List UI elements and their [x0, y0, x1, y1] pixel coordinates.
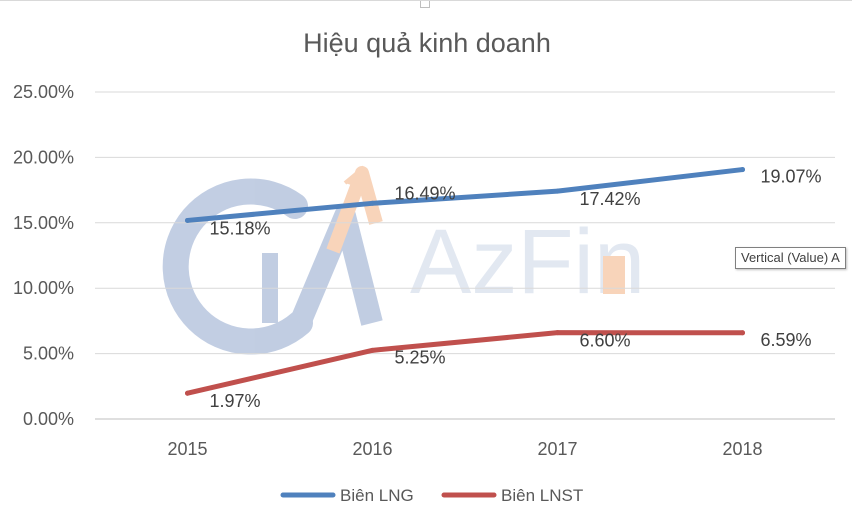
- y-tick-label[interactable]: 25.00%: [13, 82, 74, 102]
- data-point[interactable]: [555, 188, 560, 194]
- y-tick-label[interactable]: 10.00%: [13, 278, 74, 298]
- series-line-bien-lnst[interactable]: [185, 330, 745, 396]
- data-labels[interactable]: 15.18% 16.49% 17.42% 19.07% 1.97% 5.25% 6.60% 6…: [210, 167, 822, 412]
- data-label[interactable]: 5.25%: [395, 347, 446, 367]
- x-tick-label[interactable]: 2017: [537, 439, 577, 459]
- data-label[interactable]: 17.42%: [580, 189, 641, 209]
- data-label[interactable]: 16.49%: [395, 183, 456, 203]
- azfin-watermark-logo: AzFin: [162, 165, 645, 355]
- data-label[interactable]: 15.18%: [210, 218, 271, 238]
- x-tick-label[interactable]: 2018: [722, 439, 762, 459]
- x-tick-label[interactable]: 2015: [167, 439, 207, 459]
- y-tick-label[interactable]: 20.00%: [13, 147, 74, 167]
- data-point[interactable]: [555, 330, 560, 336]
- y-tick-label[interactable]: 0.00%: [23, 409, 74, 429]
- data-point[interactable]: [740, 330, 745, 336]
- x-tick-label[interactable]: 2016: [352, 439, 392, 459]
- data-label[interactable]: 6.60%: [580, 331, 631, 351]
- data-point[interactable]: [185, 217, 190, 223]
- series-line-bien-lng[interactable]: [185, 167, 745, 223]
- gridlines: [95, 91, 835, 420]
- y-tick-label[interactable]: 15.00%: [13, 213, 74, 233]
- data-point[interactable]: [370, 347, 375, 353]
- chart-title[interactable]: Hiệu quả kinh doanh: [303, 28, 551, 58]
- legend[interactable]: Biên LNG Biên LNST: [280, 486, 583, 505]
- data-label[interactable]: 19.07%: [761, 167, 822, 187]
- data-point[interactable]: [370, 200, 375, 206]
- legend-label[interactable]: Biên LNG: [340, 486, 414, 505]
- data-point[interactable]: [185, 390, 190, 396]
- data-point[interactable]: [740, 167, 745, 173]
- chart-resize-handle[interactable]: [420, 1, 430, 8]
- x-axis[interactable]: 2015 2016 2017 2018: [167, 439, 762, 459]
- data-label[interactable]: 1.97%: [210, 391, 261, 411]
- legend-label[interactable]: Biên LNST: [501, 486, 583, 505]
- y-axis[interactable]: 0.00% 5.00% 10.00% 15.00% 20.00% 25.00%: [13, 82, 74, 429]
- plot-series[interactable]: [185, 167, 745, 396]
- axis-tooltip: Vertical (Value) A: [735, 247, 846, 269]
- data-label[interactable]: 6.59%: [761, 330, 812, 350]
- y-tick-label[interactable]: 5.00%: [23, 344, 74, 364]
